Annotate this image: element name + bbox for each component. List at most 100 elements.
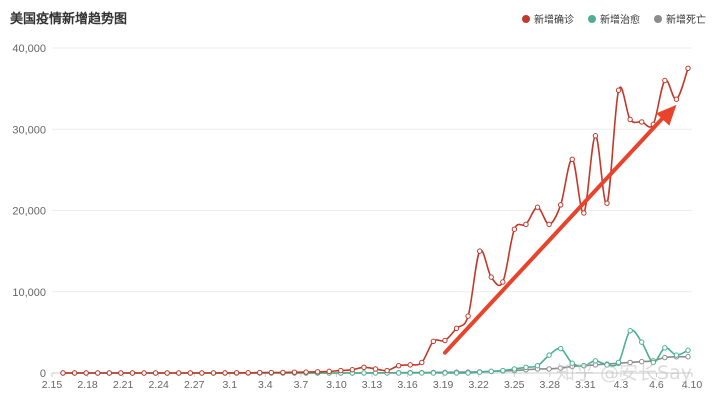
data-point-confirmed	[581, 210, 587, 216]
data-point-confirmed	[453, 325, 460, 332]
data-point-confirmed	[500, 279, 506, 285]
data-point-recovered	[442, 370, 448, 376]
data-point-recovered	[546, 352, 552, 358]
data-point-confirmed	[141, 370, 147, 376]
data-point-confirmed	[592, 133, 599, 139]
data-point-confirmed	[222, 370, 228, 376]
data-point-confirmed	[314, 369, 321, 375]
chart-title: 美国疫情新增趋势图	[10, 11, 128, 26]
data-point-confirmed	[199, 370, 205, 376]
legend-swatch-deaths	[654, 14, 662, 23]
legend-label-confirmed: 新增确诊	[534, 15, 574, 26]
data-point-confirmed	[685, 65, 691, 72]
data-point-recovered	[488, 368, 494, 375]
y-tick-label: 0	[40, 368, 46, 380]
x-tick-label: 3.7	[294, 379, 309, 391]
data-point-confirmed	[604, 200, 610, 206]
data-point-recovered	[430, 370, 437, 376]
data-point-recovered	[650, 359, 656, 366]
x-tick-label: 3.16	[397, 379, 418, 391]
data-point-confirmed	[523, 221, 529, 228]
data-point-deaths	[546, 366, 552, 372]
data-point-deaths	[557, 365, 564, 371]
data-point-confirmed	[639, 119, 645, 125]
data-point-recovered	[569, 360, 575, 366]
data-point-confirmed	[129, 370, 136, 376]
y-tick-label: 10,000	[12, 287, 46, 299]
data-point-confirmed	[338, 367, 344, 374]
data-point-confirmed	[372, 366, 379, 372]
data-point-confirmed	[83, 370, 89, 376]
legend-label-recovered: 新增治愈	[600, 15, 640, 26]
data-point-recovered	[639, 339, 645, 345]
data-point-confirmed	[442, 337, 448, 344]
data-point-confirmed	[257, 369, 263, 376]
data-point-recovered	[673, 352, 680, 358]
data-point-recovered	[604, 362, 610, 368]
x-tick-label: 2.21	[113, 379, 134, 391]
data-point-confirmed	[476, 248, 483, 254]
data-point-recovered	[511, 366, 518, 372]
data-point-confirmed	[164, 370, 170, 376]
data-point-confirmed	[106, 370, 112, 376]
legend-swatch-recovered	[588, 14, 596, 23]
data-point-confirmed	[511, 226, 518, 232]
data-point-confirmed	[384, 367, 390, 374]
data-point-recovered	[500, 367, 506, 374]
data-point-recovered	[476, 369, 483, 375]
x-tick-label: 2.24	[148, 379, 169, 391]
data-point-recovered	[615, 359, 622, 366]
data-point-confirmed	[534, 204, 541, 210]
data-point-confirmed	[326, 368, 332, 375]
data-point-recovered	[581, 362, 587, 369]
x-tick-label: 2.27	[184, 379, 205, 391]
y-tick-label: 40,000	[12, 43, 46, 55]
x-tick-label: 3.4	[258, 379, 273, 391]
data-point-confirmed	[245, 370, 251, 376]
data-point-confirmed	[95, 370, 101, 376]
data-point-recovered	[523, 364, 529, 371]
data-point-recovered	[685, 347, 691, 353]
x-tick-label: 4.6	[649, 379, 664, 391]
x-tick-label: 3.31	[575, 379, 596, 391]
data-point-confirmed	[233, 370, 240, 376]
series-line-confirmed	[63, 68, 689, 374]
y-tick-label: 30,000	[12, 124, 46, 136]
data-point-confirmed	[395, 362, 402, 369]
data-point-confirmed	[176, 370, 182, 376]
data-point-confirmed	[303, 369, 309, 375]
x-tick-label: 3.1	[222, 379, 237, 391]
data-point-deaths	[627, 359, 633, 366]
data-point-confirmed	[210, 370, 217, 376]
data-point-recovered	[361, 370, 367, 376]
data-point-confirmed	[557, 202, 564, 208]
legend-item-recovered[interactable]: 新增治愈	[588, 11, 640, 26]
data-point-confirmed	[280, 369, 286, 376]
data-point-confirmed	[488, 274, 494, 280]
data-point-recovered	[557, 345, 564, 352]
data-point-confirmed	[627, 116, 633, 123]
legend-item-deaths[interactable]: 新增死亡	[654, 11, 706, 26]
data-point-confirmed	[615, 87, 622, 93]
data-point-confirmed	[60, 370, 66, 376]
legend-item-confirmed[interactable]: 新增确诊	[522, 11, 574, 26]
data-point-deaths	[662, 354, 668, 361]
x-tick-label: 3.19	[433, 379, 454, 391]
data-point-recovered	[627, 328, 633, 334]
x-tick-label: 4.10	[682, 379, 703, 391]
data-point-deaths	[685, 354, 691, 360]
data-point-confirmed	[268, 369, 275, 376]
data-point-confirmed	[430, 338, 437, 345]
data-point-confirmed	[152, 370, 159, 376]
watermark: 知乎 @安长Say	[556, 362, 692, 384]
trend-arrow-shaft	[442, 109, 671, 355]
data-point-confirmed	[291, 369, 298, 375]
data-point-recovered	[465, 370, 471, 376]
x-tick-label: 3.22	[468, 379, 489, 391]
data-point-confirmed	[407, 362, 413, 368]
trend-arrow-head	[656, 104, 677, 126]
data-point-confirmed	[673, 96, 680, 102]
data-point-recovered	[453, 370, 460, 376]
data-point-confirmed	[662, 77, 668, 84]
